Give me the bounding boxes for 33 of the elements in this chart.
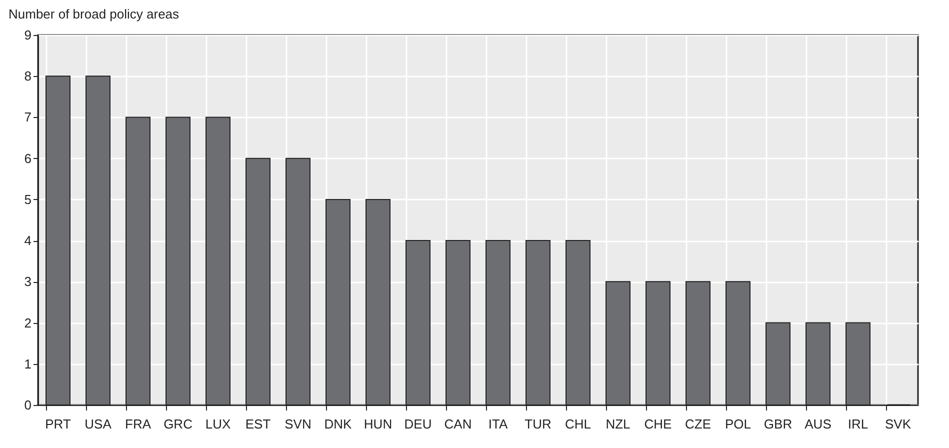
x-tick-label: GRC <box>164 416 192 432</box>
x-tick-label: FRA <box>125 416 152 432</box>
x-tick-label: EST <box>245 416 271 432</box>
x-tick-label: CHE <box>644 416 672 432</box>
x-tick-label: CZE <box>685 416 712 432</box>
x-tick-label: TUR <box>524 416 552 432</box>
x-tick-label: GBR <box>764 416 792 432</box>
y-tick-label: 7 <box>24 110 32 125</box>
x-tick-label: NZL <box>606 416 630 432</box>
y-tick-label: 1 <box>24 356 32 372</box>
y-tick-label: 3 <box>24 274 32 290</box>
x-tick-label: PRT <box>45 416 71 432</box>
y-axis-title: Number of broad policy areas <box>8 6 180 22</box>
x-tick-label: CHL <box>564 416 592 432</box>
y-tick-label: 0 <box>24 398 32 412</box>
x-tick-label: HUN <box>364 416 392 432</box>
x-tick-label: USA <box>84 416 112 432</box>
y-tick-label: 9 <box>24 28 32 42</box>
y-tick-label: 5 <box>24 192 32 207</box>
x-tick-label: IRL <box>848 416 868 432</box>
x-tick-label: AUS <box>804 416 832 432</box>
x-tick-label: SVN <box>284 416 312 432</box>
y-tick-label: 8 <box>24 68 32 84</box>
x-tick-label: CAN <box>444 416 472 432</box>
x-tick-label: ITA <box>488 416 508 432</box>
x-tick-label: DNK <box>324 416 352 432</box>
x-tick-label: LUX <box>205 416 231 432</box>
x-tick-label: DEU <box>404 416 432 432</box>
y-tick-label: 4 <box>24 233 32 248</box>
x-tick-label: SVK <box>884 416 912 432</box>
x-tick-label: POL <box>724 416 752 432</box>
y-tick-label: 6 <box>24 150 32 166</box>
y-tick-label: 2 <box>24 315 32 330</box>
